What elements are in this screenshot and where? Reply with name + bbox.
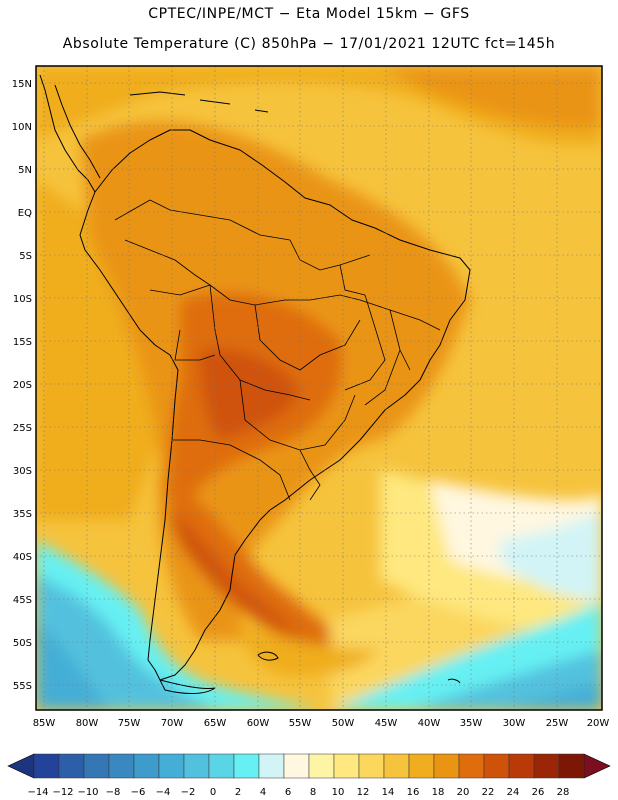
colorbar-label: 6	[285, 787, 291, 798]
colorbar-label: −10	[77, 787, 98, 798]
lat-label: 55S	[13, 681, 32, 692]
colorbar-swatch	[383, 753, 410, 779]
colorbar-swatch	[558, 753, 585, 779]
colorbar-swatch	[133, 753, 160, 779]
lon-label: 30W	[503, 718, 526, 729]
colorbar-swatch	[308, 753, 335, 779]
colorbar-swatch	[108, 753, 135, 779]
colorbar-swatch	[258, 753, 285, 779]
lat-label: 30S	[13, 466, 32, 477]
lat-label: 40S	[13, 552, 32, 563]
colorbar-label: 26	[532, 787, 545, 798]
colorbar-over-arrow	[583, 753, 611, 779]
lat-label: 50S	[13, 638, 32, 649]
colorbar-swatch	[33, 753, 60, 779]
colorbar-swatch	[458, 753, 485, 779]
colorbar-label: 4	[260, 787, 266, 798]
colorbar-label: 2	[235, 787, 241, 798]
lon-label: 25W	[546, 718, 569, 729]
map-gridlines	[36, 66, 602, 710]
colorbar-swatch	[183, 753, 210, 779]
lat-label: 15N	[12, 79, 32, 90]
latitude-axis: 15N 10N 5N EQ 5S 10S 15S 20S 25S 30S 35S…	[12, 79, 32, 692]
colorbar-label: 16	[407, 787, 420, 798]
colorbar-label: 22	[482, 787, 495, 798]
lat-label: 10N	[12, 122, 32, 133]
colorbar-swatch	[508, 753, 535, 779]
colorbar-swatch	[333, 753, 360, 779]
colorbar-label: 24	[507, 787, 520, 798]
colorbar-label: −14	[27, 787, 48, 798]
temperature-colorbar: −14 −12 −10 −8 −6 −4 −2 0 2 4 6 8 10 12 14 16 18 20 22 24 26…	[7, 753, 611, 798]
lat-label: 10S	[13, 294, 32, 305]
colorbar-swatch	[533, 753, 560, 779]
lon-label: 70W	[161, 718, 184, 729]
longitude-axis: 85W 80W 75W 70W 65W 60W 55W 50W 45W 40W …	[33, 718, 610, 729]
map-title-line2: Absolute Temperature (C) 850hPa − 17/01/…	[62, 36, 556, 52]
lon-label: 60W	[247, 718, 270, 729]
colorbar-label: 10	[332, 787, 345, 798]
colorbar-label: −6	[131, 787, 146, 798]
lat-label: 45S	[13, 595, 32, 606]
colorbar-label: −8	[106, 787, 121, 798]
colorbar-label: 18	[432, 787, 445, 798]
lat-label: 5N	[18, 165, 32, 176]
lon-label: 35W	[460, 718, 483, 729]
colorbar-swatch	[283, 753, 310, 779]
colorbar-swatches	[33, 753, 585, 779]
colorbar-swatch	[483, 753, 510, 779]
lon-label: 50W	[332, 718, 355, 729]
lat-label: 20S	[13, 380, 32, 391]
colorbar-label: 8	[310, 787, 316, 798]
lat-label: 25S	[13, 423, 32, 434]
colorbar-labels: −14 −12 −10 −8 −6 −4 −2 0 2 4 6 8 10 12 14 16 18 20 22 24 26…	[27, 787, 569, 798]
colorbar-label: 28	[557, 787, 570, 798]
lon-label: 20W	[587, 718, 610, 729]
colorbar-label: 20	[457, 787, 470, 798]
lon-label: 80W	[76, 718, 99, 729]
colorbar-label: 0	[210, 787, 216, 798]
map-frame	[35, 65, 603, 711]
lat-label: 5S	[19, 251, 32, 262]
map-title-line1: CPTEC/INPE/MCT − Eta Model 15km − GFS	[148, 6, 470, 22]
colorbar-label: −4	[156, 787, 171, 798]
lat-label: 15S	[13, 337, 32, 348]
colorbar-label: 14	[382, 787, 395, 798]
colorbar-under-arrow	[7, 753, 35, 779]
colorbar-swatch	[233, 753, 260, 779]
colorbar-label: 12	[357, 787, 370, 798]
colorbar-swatch	[208, 753, 235, 779]
colorbar-label: −12	[52, 787, 73, 798]
lat-label: EQ	[18, 208, 32, 219]
country-borders	[114, 199, 441, 501]
lon-label: 75W	[118, 718, 141, 729]
lon-label: 65W	[204, 718, 227, 729]
colorbar-label: −2	[181, 787, 196, 798]
lon-label: 45W	[375, 718, 398, 729]
lon-label: 55W	[289, 718, 312, 729]
colorbar-swatch	[83, 753, 110, 779]
temperature-field	[36, 66, 602, 710]
colorbar-swatch	[358, 753, 385, 779]
colorbar-swatch	[408, 753, 435, 779]
colorbar-swatch	[158, 753, 185, 779]
lon-label: 85W	[33, 718, 56, 729]
colorbar-swatch	[433, 753, 460, 779]
lon-label: 40W	[418, 718, 441, 729]
colorbar-swatch	[58, 753, 85, 779]
lat-label: 35S	[13, 509, 32, 520]
